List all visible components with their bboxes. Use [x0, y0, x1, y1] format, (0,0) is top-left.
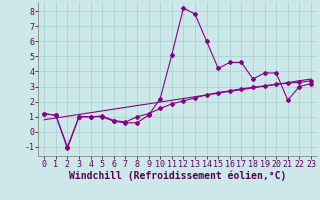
X-axis label: Windchill (Refroidissement éolien,°C): Windchill (Refroidissement éolien,°C) [69, 171, 286, 181]
